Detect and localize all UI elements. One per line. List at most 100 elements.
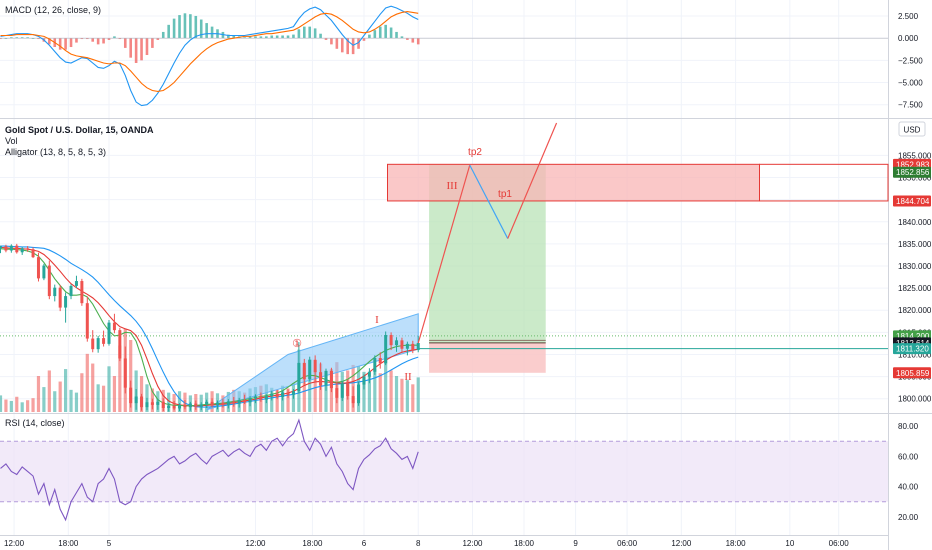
volume-bar (373, 369, 377, 412)
candle-body (53, 287, 57, 297)
candle-body (221, 402, 225, 405)
macd-histogram-bar (75, 38, 78, 43)
candle-body (58, 287, 62, 308)
rsi-axis[interactable]: 80.00 60.00 40.00 20.00 (898, 422, 919, 522)
macd-histogram-bar (227, 34, 230, 39)
macd-histogram-bar (411, 38, 415, 43)
candle-body (291, 391, 295, 395)
candle-body (378, 358, 382, 364)
volume-bar (85, 353, 89, 412)
time-tick-label: 06:00 (829, 539, 850, 548)
candle-body (167, 405, 171, 409)
macd-histogram-bar (107, 38, 111, 40)
macd-tick-label: 2.500 (898, 12, 919, 21)
volume-bar (324, 373, 328, 412)
volume-bar (74, 392, 79, 412)
candle-body (384, 335, 388, 364)
vol-title[interactable]: Vol (5, 136, 18, 146)
candle-body (145, 402, 149, 408)
macd-pane[interactable] (0, 0, 888, 118)
macd-histogram-bar (172, 18, 176, 39)
price-tick-label: 1840.000 (898, 218, 932, 227)
candle-body (102, 338, 106, 344)
time-tick-label: 9 (573, 539, 578, 548)
tp2-label: tp2 (468, 147, 482, 158)
volume-bar (400, 378, 404, 412)
volume-bar (129, 340, 133, 412)
candle-body (161, 401, 165, 409)
macd-histogram-bar (156, 38, 160, 40)
wave-iii-label: III (447, 180, 458, 192)
rsi-title[interactable]: RSI (14, close) (5, 418, 65, 428)
candle-body (47, 265, 51, 297)
price-tick-label: 1820.000 (898, 306, 932, 315)
candle-body (74, 281, 78, 286)
candle-body (156, 401, 160, 405)
candle-body (335, 388, 339, 398)
macd-histogram-bar (151, 38, 154, 48)
price-tick-label: 1830.000 (898, 262, 932, 271)
macd-histogram-bar (292, 34, 295, 39)
projection-leg-down (469, 164, 509, 239)
time-tick-label: 12:00 (245, 539, 266, 548)
alligator-jaw-line (0, 245, 419, 408)
candle-body (302, 362, 306, 380)
candle-body (319, 372, 323, 386)
macd-title[interactable]: MACD (12, 26, close, 9) (5, 5, 101, 15)
macd-histogram-bar (86, 38, 89, 40)
time-tick-label: 8 (416, 539, 421, 548)
macd-histogram-bar (64, 38, 67, 50)
macd-histogram-bar (395, 31, 398, 39)
volume-bar (53, 391, 57, 412)
macd-histogram-bar (265, 36, 268, 39)
volume-bar (9, 400, 13, 412)
volume-bar (42, 387, 46, 412)
rsi-band (0, 441, 888, 502)
macd-histogram-bar (319, 33, 322, 39)
candle-body (64, 296, 68, 308)
candle-body (232, 401, 236, 404)
candle-body (395, 340, 399, 346)
alligator-title[interactable]: Alligator (13, 8, 5, 8, 5, 3) (5, 147, 106, 157)
volume-bar (4, 399, 8, 412)
candle-body (4, 246, 8, 251)
volume-bar (308, 359, 312, 412)
candles-layer (0, 243, 420, 412)
volume-bar (167, 392, 171, 412)
candle-body (373, 358, 377, 372)
tp1-label: tp1 (498, 189, 512, 200)
macd-histogram-bar (357, 38, 360, 49)
macd-histogram-bar (368, 34, 371, 39)
macd-histogram-bar (91, 38, 95, 42)
symbol-title[interactable]: Gold Spot / U.S. Dollar, 15, OANDA (5, 125, 154, 135)
candle-body (199, 404, 203, 407)
volume-bar (118, 345, 122, 412)
time-axis[interactable]: 12:00 18:00 5 12:00 18:00 6 8 12:00 18:00 9 06:00 1… (4, 539, 849, 548)
macd-histogram-bar (189, 14, 192, 39)
ascending-channel (206, 313, 419, 411)
candle-body (405, 343, 409, 349)
volume-bar (313, 370, 317, 412)
candle-body (36, 257, 40, 279)
price-badges: 1852.9831852.8561844.7041814.2001812.614… (893, 158, 931, 379)
macd-histogram-bar (194, 15, 198, 39)
macd-histogram-bar (15, 37, 19, 39)
volume-bar (405, 380, 409, 412)
macd-layer (0, 5, 888, 107)
macd-axis[interactable]: 2.500 0.000 −2.500 −5.000 −7.500 (898, 12, 923, 110)
macd-histogram-bar (406, 38, 409, 40)
macd-tick-label: 0.000 (898, 34, 919, 43)
candle-body (270, 393, 274, 397)
macd-histogram-bar (4, 38, 8, 39)
macd-tick-label: −7.500 (898, 101, 923, 110)
macd-tick-label: −5.000 (898, 79, 923, 88)
price-badge (893, 195, 931, 207)
candle-body (42, 265, 46, 279)
macd-histogram-bar (10, 37, 13, 39)
volume-bar (96, 384, 100, 412)
candle-body (286, 392, 290, 395)
candle-body (183, 404, 187, 408)
candle-body (308, 359, 312, 380)
currency-button[interactable] (898, 121, 926, 137)
